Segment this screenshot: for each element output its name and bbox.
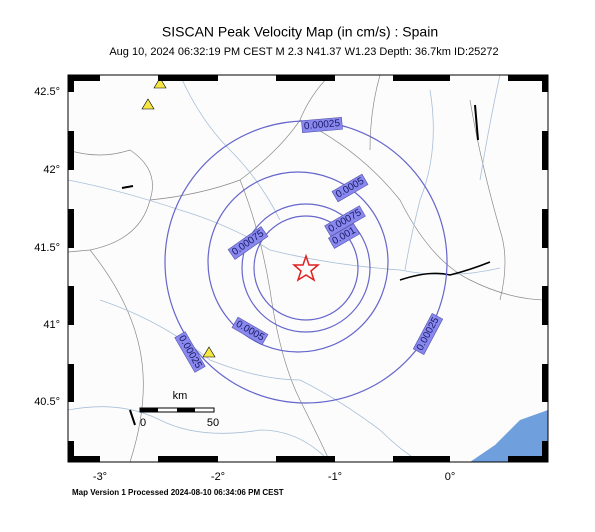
river: [404, 89, 434, 271]
lat-labels: 42.5° 42° 41.5° 41° 40.5°: [34, 86, 60, 408]
lat-label: 42°: [43, 164, 60, 176]
region-border: [89, 249, 144, 463]
contour: [241, 203, 371, 333]
contour-label-bg: [174, 331, 206, 373]
contour-label: 0.00025: [301, 116, 343, 134]
scale-bar: km 0 50: [139, 390, 219, 429]
reservoir: [129, 409, 136, 426]
region-border: [239, 179, 331, 463]
lon-label: 0°: [445, 471, 456, 483]
scale-bar-fill: [140, 408, 158, 412]
frame-stripe: [508, 456, 548, 462]
region-border: [67, 149, 153, 253]
river: [99, 299, 421, 463]
lon-label: -3°: [93, 471, 107, 483]
frame-stripe: [158, 75, 218, 81]
region-border: [149, 74, 331, 201]
contour-label-bg: [231, 316, 269, 346]
frame-stripe: [542, 441, 548, 462]
contour-label-bg: [301, 116, 343, 134]
frame-stripe: [68, 286, 74, 325]
frame-stripe: [158, 456, 218, 462]
frame-stripe: [393, 75, 450, 81]
contour-label-text: 0.00025: [304, 118, 341, 132]
station: [202, 346, 216, 358]
lat-label: 40.5°: [34, 396, 60, 408]
scale-label: 0: [140, 417, 146, 429]
map-area: 0.000250.00050.000750.0010.000750.00050.…: [67, 74, 549, 463]
frame-stripe: [542, 131, 548, 170]
frame-stripe: [542, 286, 548, 325]
lon-labels: -3° -2° -1° 0°: [93, 471, 455, 483]
contour-label-bg: [324, 205, 366, 237]
footer: Map Version 1 Processed 2024-08-10 06:34…: [72, 488, 284, 497]
frame-stripe: [68, 131, 74, 170]
frame-stripe: [68, 364, 74, 402]
frame-stripe: [68, 456, 100, 462]
lat-label: 41.5°: [34, 242, 60, 254]
lon-label: -2°: [211, 471, 225, 483]
frame-stripe: [68, 209, 74, 248]
title: SISCAN Peak Velocity Map (in cm/s) : Spa…: [162, 24, 438, 40]
frame-stripe: [542, 364, 548, 402]
frame-stripe: [68, 75, 100, 81]
scale-bar-fill: [177, 408, 195, 412]
frame-stripe: [508, 75, 548, 81]
epicenter: [291, 253, 321, 282]
contour-label-bg: [328, 223, 360, 249]
scale-label: 50: [207, 417, 219, 429]
scale-unit: km: [173, 390, 188, 402]
lat-label: 42.5°: [34, 86, 60, 98]
frame-stripe: [542, 75, 548, 92]
frame-stripe: [393, 456, 450, 462]
sea: [470, 410, 548, 462]
frame-stripe: [68, 75, 74, 92]
map-background: [68, 75, 548, 462]
station: [153, 77, 167, 89]
map-frame: [67, 74, 549, 463]
frame-stripe: [276, 75, 335, 81]
station: [141, 98, 155, 110]
reservoir: [474, 104, 479, 141]
frame-stripe: [68, 441, 74, 462]
river: [67, 406, 331, 463]
region-border: [469, 99, 506, 301]
frame-stripe: [542, 209, 548, 248]
frame-stripe: [276, 456, 335, 462]
contour-label-bg: [412, 313, 444, 355]
region-border: [369, 74, 381, 151]
reservoir: [399, 261, 491, 281]
subtitle: Aug 10, 2024 06:32:19 PM CEST M 2.3 N41.…: [109, 46, 498, 58]
contour-label-bg: [227, 226, 269, 260]
contour-label-bg: [331, 173, 369, 203]
lat-label: 41°: [43, 319, 60, 331]
contour: [253, 215, 359, 321]
reservoir: [121, 185, 134, 189]
region-border: [299, 119, 549, 301]
lon-label: -1°: [328, 471, 342, 483]
river: [479, 74, 501, 181]
contour: [207, 171, 389, 353]
river: [179, 74, 281, 221]
